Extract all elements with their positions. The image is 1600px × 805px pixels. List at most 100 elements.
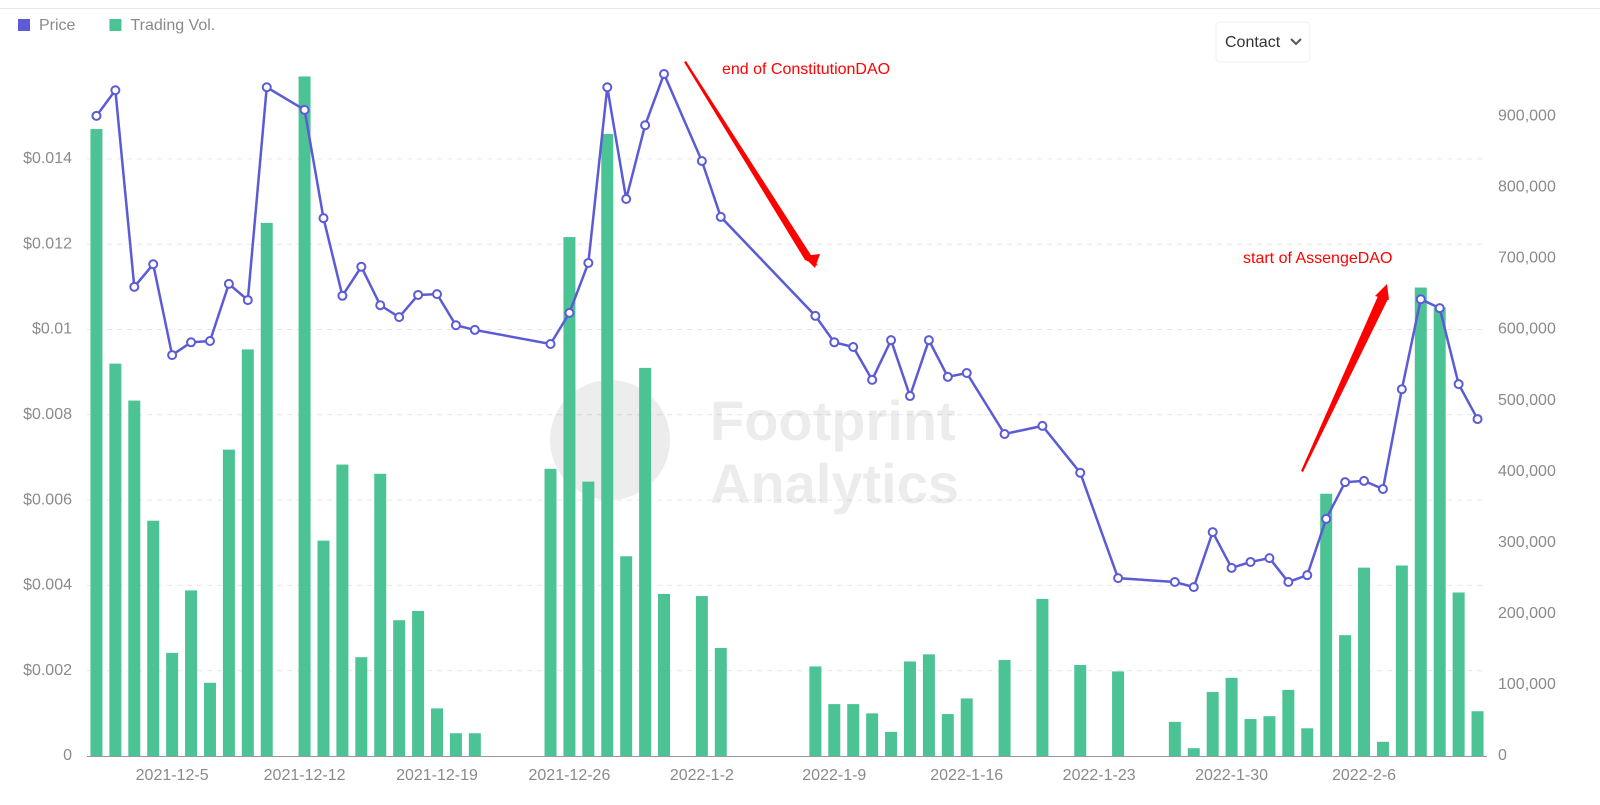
- y-tick-label: $0.014: [23, 150, 72, 167]
- price-point: [923, 335, 934, 346]
- bar: [1036, 598, 1049, 756]
- bar: [695, 596, 708, 756]
- y2-tick-label: 200,000: [1498, 605, 1556, 622]
- price-point: [1207, 527, 1218, 538]
- bar: [298, 76, 311, 756]
- price-point: [1245, 556, 1256, 567]
- y2-tick-label: 400,000: [1498, 463, 1556, 480]
- y2-tick-label: 600,000: [1498, 321, 1556, 338]
- bar: [885, 731, 898, 756]
- bar: [1376, 741, 1389, 756]
- price-point: [110, 85, 121, 96]
- y2-tick-label: 800,000: [1498, 179, 1556, 196]
- price-point: [640, 120, 651, 131]
- price-point: [1302, 570, 1313, 581]
- bar: [1452, 592, 1465, 756]
- y-tick-label: $0.004: [23, 577, 72, 594]
- price-point: [186, 337, 197, 348]
- price-point: [1415, 294, 1426, 305]
- bar: [582, 481, 595, 756]
- y-tick-label: $0.006: [23, 491, 72, 508]
- bar: [147, 520, 160, 756]
- x-tick-label: 2022-1-30: [1195, 767, 1268, 784]
- bar: [1301, 728, 1314, 756]
- bar: [1225, 677, 1238, 756]
- price-point: [867, 374, 878, 385]
- bar: [1206, 692, 1219, 756]
- bar: [412, 610, 425, 756]
- price-point: [696, 156, 707, 167]
- y2-tick-label: 500,000: [1498, 392, 1556, 409]
- price-point: [1075, 467, 1086, 478]
- price-point: [1113, 573, 1124, 584]
- y-tick-label: 0: [63, 747, 72, 764]
- price-point: [564, 307, 575, 318]
- bar: [1414, 287, 1427, 756]
- watermark-text: Footprint: [710, 389, 956, 452]
- y-tick-label: $0.002: [23, 662, 72, 679]
- annotation-arrowhead: [1375, 284, 1389, 300]
- price-point: [942, 371, 953, 382]
- bar: [1074, 665, 1087, 756]
- x-tick-label: 2022-1-16: [930, 767, 1003, 784]
- price-point: [413, 289, 424, 300]
- bar: [1358, 567, 1371, 756]
- price-point: [1434, 303, 1445, 314]
- legend-label: Trading Vol.: [130, 17, 215, 34]
- bar: [847, 704, 860, 756]
- bar: [222, 449, 235, 756]
- price-point: [886, 335, 897, 346]
- bar: [1263, 716, 1276, 756]
- legend-swatch: [109, 19, 122, 31]
- bar: [658, 593, 671, 756]
- bar: [431, 708, 443, 756]
- contact-chevron[interactable]: [1290, 38, 1302, 46]
- bar: [317, 540, 330, 756]
- bar: [1244, 719, 1257, 756]
- price-point: [1264, 553, 1275, 564]
- y2-tick-label: 900,000: [1498, 107, 1556, 124]
- bar: [1168, 721, 1181, 756]
- price-point: [1340, 477, 1351, 488]
- bar: [1433, 307, 1446, 756]
- price-point: [242, 295, 253, 306]
- bar: [620, 556, 633, 756]
- bar: [1395, 565, 1408, 756]
- price-point: [1169, 576, 1180, 587]
- price-point: [148, 259, 159, 270]
- price-point: [829, 337, 840, 348]
- price-point: [469, 324, 480, 335]
- price-point: [715, 211, 726, 222]
- bar: [828, 704, 841, 756]
- watermark-text: Analytics: [710, 452, 959, 515]
- contact-box[interactable]: [1215, 21, 1311, 63]
- bar: [374, 473, 387, 756]
- price-point: [223, 278, 234, 289]
- y2-tick-label: 300,000: [1498, 534, 1556, 551]
- y-tick-label: $0.008: [23, 406, 72, 423]
- bar: [128, 400, 141, 756]
- price-point: [1472, 414, 1483, 425]
- contact-button[interactable]: Contact: [1215, 21, 1311, 63]
- price-point: [129, 281, 140, 292]
- price-point: [583, 257, 594, 268]
- x-tick-label: 2022-1-2: [670, 767, 734, 784]
- bar: [1339, 635, 1352, 756]
- bar: [922, 654, 935, 756]
- price-point: [1321, 513, 1332, 524]
- x-tick-label: 2022-2-6: [1332, 767, 1396, 784]
- price-point: [659, 69, 670, 80]
- price-point: [167, 350, 178, 361]
- contact-label[interactable]: Contact: [1225, 34, 1281, 51]
- y-tick-label: $0.01: [32, 321, 72, 338]
- bar: [90, 129, 103, 757]
- bar: [544, 468, 557, 756]
- bar: [866, 713, 879, 756]
- legend-swatch: [18, 19, 30, 31]
- price-point: [810, 310, 821, 321]
- price-point: [299, 104, 310, 115]
- bar: [563, 237, 576, 756]
- annotation-arrow: [684, 61, 818, 266]
- x-tick-label: 2021-12-19: [396, 767, 478, 784]
